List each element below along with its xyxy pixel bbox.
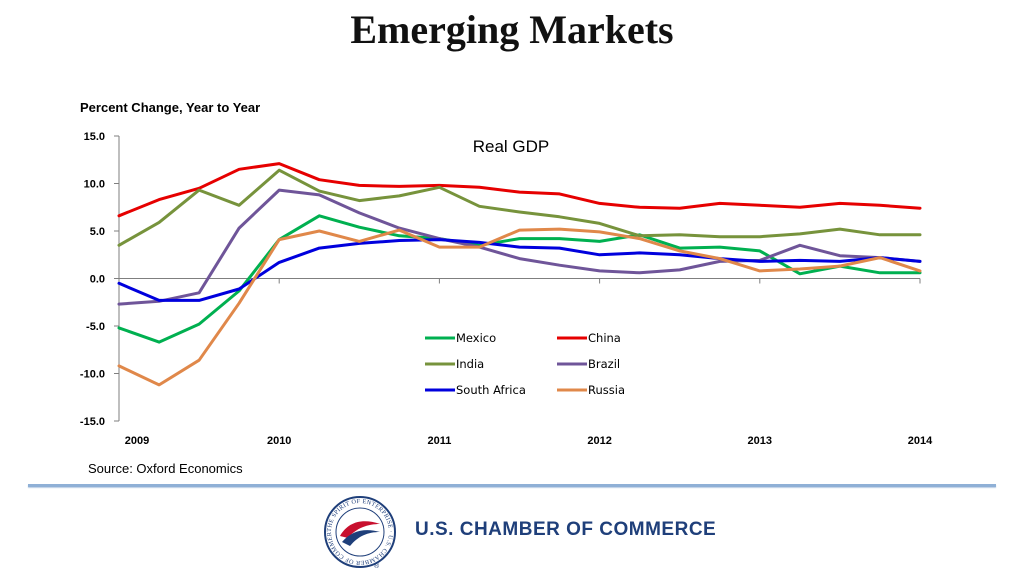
series-line-brazil bbox=[117, 188, 922, 306]
series-line-russia bbox=[117, 227, 922, 387]
y-tick-label: -10.0 bbox=[80, 369, 105, 381]
legend-label-china: China bbox=[588, 331, 621, 345]
y-tick-label: 5.0 bbox=[90, 226, 105, 238]
x-tick-label: 2011 bbox=[427, 435, 451, 447]
y-tick-label: 0.0 bbox=[90, 274, 105, 286]
legend-label-south-africa: South Africa bbox=[456, 383, 526, 397]
x-tick-label: 2014 bbox=[908, 435, 933, 447]
legend-label-brazil: Brazil bbox=[588, 357, 620, 371]
legend-label-india: India bbox=[456, 357, 484, 371]
divider bbox=[28, 484, 996, 487]
chamber-seal-logo: THE SPIRIT OF ENTERPRISE · U.S. CHAMBER … bbox=[322, 494, 396, 570]
chart-subtitle: Percent Change, Year to Year bbox=[80, 100, 261, 115]
series-line-china bbox=[117, 162, 922, 218]
legend: Mexico China India Brazil South Africa Russia bbox=[425, 331, 625, 397]
series-line-mexico bbox=[117, 214, 922, 344]
y-tick-label: 10.0 bbox=[84, 179, 105, 191]
x-tick-label: 2013 bbox=[748, 435, 772, 447]
series-layer bbox=[117, 162, 922, 387]
page-title: Emerging Markets bbox=[350, 7, 674, 52]
legend-label-russia: Russia bbox=[588, 383, 625, 397]
legend-label-mexico: Mexico bbox=[456, 331, 496, 345]
series-line-india bbox=[117, 168, 922, 247]
chart-title: Real GDP bbox=[473, 137, 550, 156]
axis-layer: 15.0 10.0 5.0 0.0 -5.0 -10.0 -15.0 2009 2010 2011… bbox=[80, 131, 933, 447]
registered-mark: ® bbox=[374, 562, 380, 570]
organization-name: U.S. CHAMBER OF COMMERCE bbox=[415, 519, 717, 540]
real-gdp-chart: Real GDP 15.0 10.0 5.0 0.0 -5.0 -10.0 -15.0 200… bbox=[80, 131, 933, 447]
source-note: Source: Oxford Economics bbox=[88, 461, 243, 476]
x-tick-label: 2012 bbox=[587, 435, 611, 447]
y-tick-label: 15.0 bbox=[84, 131, 105, 143]
y-tick-label: -15.0 bbox=[80, 416, 105, 428]
x-tick-label: 2009 bbox=[125, 435, 149, 447]
x-tick-label: 2010 bbox=[267, 435, 291, 447]
y-tick-label: -5.0 bbox=[86, 321, 105, 333]
